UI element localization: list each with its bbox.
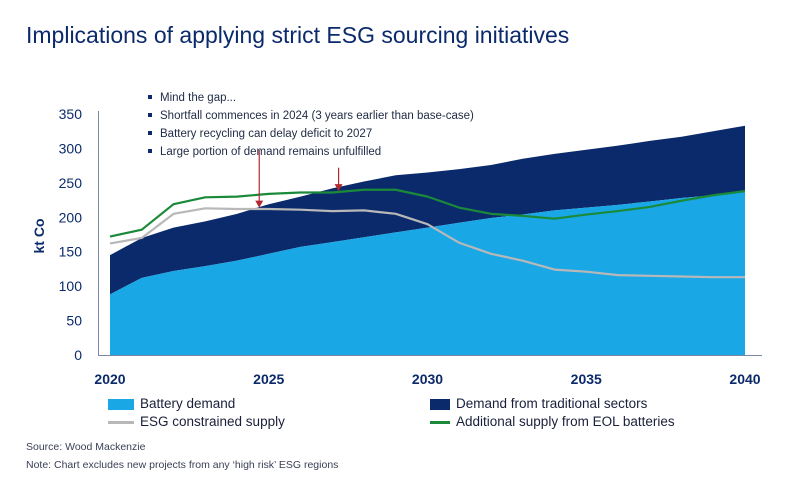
y-tick-label: 250 bbox=[59, 175, 83, 191]
annotation-list: Mind the gap... Shortfall commences in 2… bbox=[148, 89, 474, 161]
annotation-item: Shortfall commences in 2024 (3 years ear… bbox=[148, 107, 474, 125]
legend-item-battery-demand: Battery demand bbox=[108, 396, 235, 411]
y-tick-label: 350 bbox=[59, 106, 83, 122]
annotation-item: Mind the gap... bbox=[148, 89, 474, 107]
chart-title: Implications of applying strict ESG sour… bbox=[26, 22, 570, 48]
axes-layer: 0 50 100 150 200 250 300 350 2020 2025 2030 2035 204… bbox=[31, 106, 762, 387]
legend-swatch bbox=[108, 398, 134, 410]
legend-item-eol-supply: Additional supply from EOL batteries bbox=[430, 414, 675, 429]
legend-swatch bbox=[430, 398, 450, 410]
legend-swatch bbox=[108, 420, 134, 424]
y-tick-label: 200 bbox=[59, 209, 83, 225]
bullet-icon bbox=[148, 94, 152, 99]
x-tick-label: 2020 bbox=[94, 371, 125, 387]
y-tick-label: 150 bbox=[59, 244, 83, 260]
arrow-head-0 bbox=[255, 200, 264, 208]
x-tick-label: 2030 bbox=[412, 371, 443, 387]
area-layer bbox=[110, 125, 745, 355]
x-tick-label: 2040 bbox=[729, 371, 760, 387]
bullet-icon bbox=[148, 112, 152, 117]
source-note: Source: Wood Mackenzie bbox=[26, 441, 146, 453]
annotation-item: Battery recycling can delay deficit to 2… bbox=[148, 125, 474, 143]
bullet-icon bbox=[148, 130, 152, 135]
y-tick-label: 100 bbox=[59, 278, 83, 294]
y-axis-label: kt Co bbox=[31, 219, 47, 254]
legend-item-traditional: Demand from traditional sectors bbox=[430, 396, 647, 411]
arrow-head-1 bbox=[334, 184, 343, 192]
bullet-icon bbox=[148, 148, 152, 153]
annotation-item: Large portion of demand remains unfulfil… bbox=[148, 143, 474, 161]
y-tick-label: 50 bbox=[66, 313, 82, 329]
line-layer bbox=[109, 188, 746, 279]
arrow-layer bbox=[255, 149, 343, 208]
area-battery-demand bbox=[110, 191, 745, 355]
chart-note: Note: Chart excludes new projects from a… bbox=[26, 459, 339, 471]
line-esg-constrained-supply bbox=[109, 207, 745, 279]
legend-item-esg-supply: ESG constrained supply bbox=[108, 414, 285, 429]
y-tick-label: 0 bbox=[74, 347, 82, 363]
legend-swatch bbox=[430, 420, 450, 424]
line-eol-supply bbox=[109, 188, 746, 238]
x-tick-label: 2035 bbox=[571, 371, 602, 387]
x-tick-label: 2025 bbox=[253, 371, 284, 387]
area-traditional-demand bbox=[110, 125, 745, 295]
y-tick-label: 300 bbox=[59, 140, 83, 156]
